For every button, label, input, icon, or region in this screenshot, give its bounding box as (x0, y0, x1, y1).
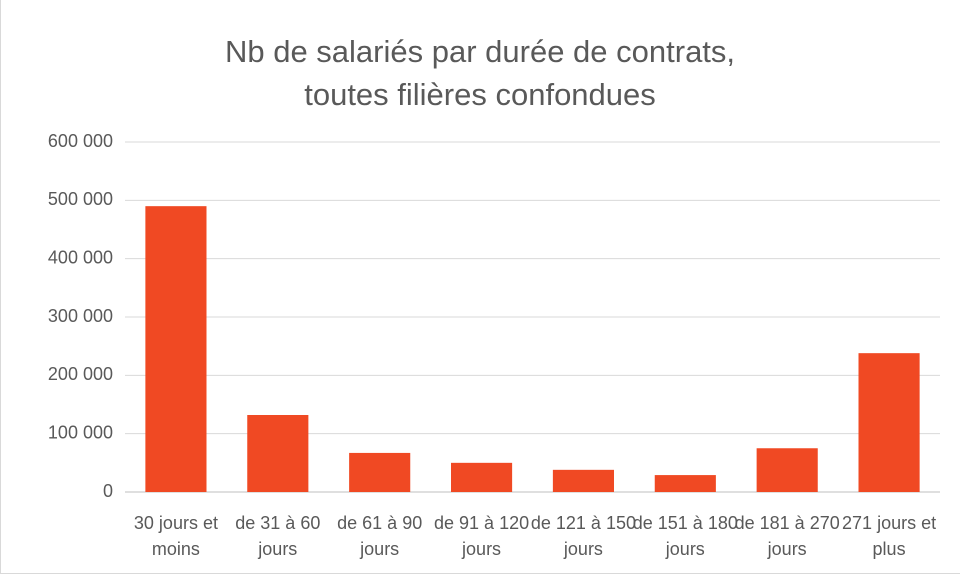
bar (247, 415, 309, 492)
y-tick-label: 100 000 (48, 422, 113, 442)
y-tick-label: 0 (103, 481, 113, 501)
bar (858, 353, 920, 492)
x-tick-label: de 31 à 60 jours (235, 513, 321, 559)
bar (145, 206, 207, 492)
bar (654, 475, 716, 492)
y-tick-label: 200 000 (48, 364, 113, 384)
y-tick-label: 600 000 (48, 131, 113, 151)
bar (756, 448, 818, 492)
x-tick-label: 271 jours et plus (842, 513, 937, 559)
y-tick-label: 300 000 (48, 306, 113, 326)
bar (451, 462, 513, 492)
y-tick-label: 400 000 (48, 247, 113, 267)
x-tick-label: 30 jours et moins (133, 513, 218, 559)
chart-title: Nb de salariés par durée de contrats, to… (224, 34, 736, 112)
x-tick-label: de 151 à 180 jours (632, 513, 738, 559)
x-tick-label: de 61 à 90 jours (337, 513, 423, 559)
x-tick-label: de 121 à 150 jours (530, 513, 636, 559)
y-tick-label: 500 000 (48, 189, 113, 209)
x-tick-label: de 181 à 270 jours (734, 513, 840, 559)
bar (349, 452, 411, 492)
x-tick-label: de 91 à 120 jours (434, 513, 530, 559)
bar (552, 469, 614, 492)
